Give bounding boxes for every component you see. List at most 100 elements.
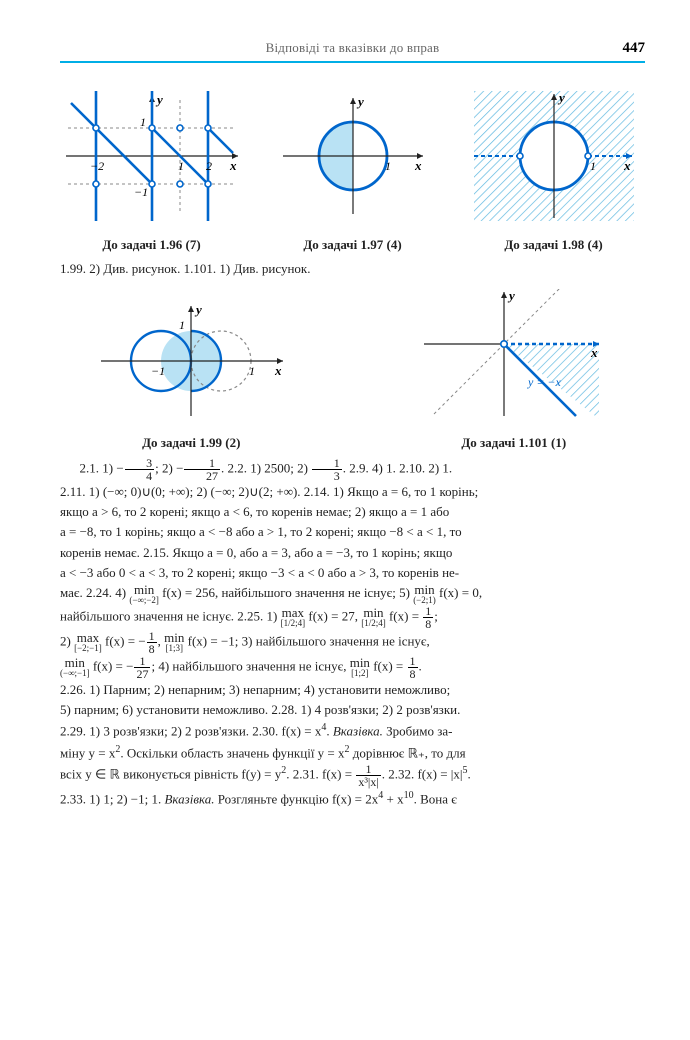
figure-1-98-4: 1 x y До задачі 1.98 (4) bbox=[462, 81, 645, 253]
svg-text:y: y bbox=[356, 94, 364, 109]
figure-1-96-7: −2 1 2 1 −1 x y До задачі 1.96 (7) bbox=[60, 81, 243, 253]
t: 8 bbox=[423, 618, 433, 630]
svg-text:1: 1 bbox=[249, 364, 255, 378]
t: . Оскільки область значень функції y = x bbox=[120, 745, 344, 760]
t: 2.26. 1) Парним; 2) непарним; 3) непарни… bbox=[60, 682, 450, 697]
t: 2.29. 1) 3 розв'язки; 2) 2 розв'язки. 2.… bbox=[60, 723, 321, 738]
t: 27 bbox=[134, 668, 150, 680]
t: f(x) = 27, bbox=[305, 608, 361, 623]
t: 27 bbox=[184, 470, 220, 482]
svg-text:y: y bbox=[557, 90, 565, 105]
svg-text:1: 1 bbox=[179, 318, 185, 332]
t: 2.1. 1) − bbox=[80, 461, 124, 476]
svg-text:x: x bbox=[274, 363, 282, 378]
t: a < −3 або 0 < a < 3, то 2 корені; якщо … bbox=[60, 565, 459, 580]
plot-1-97-4: 1 x y bbox=[268, 81, 438, 231]
svg-text:x: x bbox=[229, 158, 237, 173]
svg-text:1: 1 bbox=[385, 159, 391, 173]
t: 5) парним; 6) установити неможливо. 2.28… bbox=[60, 702, 460, 717]
t: f(x) = 0, bbox=[436, 585, 482, 600]
caption-1-101-1: До задачі 1.101 (1) bbox=[383, 435, 646, 451]
t: Зробимо за- bbox=[383, 723, 453, 738]
t: f(x) = 256, найбільшого значення не існу… bbox=[159, 585, 413, 600]
t: . 2.31. f(x) = bbox=[286, 767, 355, 782]
t: f(x) = bbox=[386, 608, 423, 623]
t: 2) bbox=[60, 633, 74, 648]
t: . Вона є bbox=[414, 791, 457, 806]
svg-text:x: x bbox=[590, 345, 598, 360]
svg-text:−1: −1 bbox=[134, 185, 148, 199]
t: 1 bbox=[134, 655, 150, 668]
t: [1;2] bbox=[350, 669, 370, 678]
svg-text:2: 2 bbox=[206, 159, 212, 173]
caption-1-98-4: До задачі 1.98 (4) bbox=[462, 237, 645, 253]
t: дорівнює ℝ₊, то для bbox=[350, 745, 466, 760]
svg-text:1: 1 bbox=[590, 159, 596, 173]
caption-1-99-2: До задачі 1.99 (2) bbox=[60, 435, 323, 451]
t: 8 bbox=[147, 643, 157, 655]
hint-word: Вказівка. bbox=[164, 791, 214, 806]
t: . 2.2. 1) 2500; 2) bbox=[221, 461, 311, 476]
svg-text:−1: −1 bbox=[151, 364, 165, 378]
svg-text:−2: −2 bbox=[90, 159, 104, 173]
t: має. 2.24. 4) bbox=[60, 585, 129, 600]
page-number: 447 bbox=[605, 40, 645, 57]
t: [1;3] bbox=[164, 644, 184, 653]
figure-row-1: −2 1 2 1 −1 x y До задачі 1.96 (7) bbox=[60, 81, 645, 253]
svg-text:y = −x: y = −x bbox=[527, 375, 562, 389]
t: якщо a > 6, то 2 корені; якщо a < 6, то … bbox=[60, 504, 449, 519]
t: 2.33. 1) 1; 2) −1; 1. bbox=[60, 791, 164, 806]
figure-1-99-2: −1 1 1 x y До задачі 1.99 (2) bbox=[60, 289, 323, 451]
plot-1-98-4: 1 x y bbox=[464, 81, 644, 231]
svg-text:y: y bbox=[194, 302, 202, 317]
answers-body: 2.1. 1) −34; 2) −127. 2.2. 1) 2500; 2) 1… bbox=[60, 457, 645, 809]
header-title: Відповіді та вказівки до вправ bbox=[100, 40, 605, 56]
t: ; bbox=[434, 608, 438, 623]
t: всіх y ∈ ℝ виконується рівність f(y) = y bbox=[60, 767, 281, 782]
text-line-1: 1.99. 2) Див. рисунок. 1.101. 1) Див. ри… bbox=[60, 259, 645, 279]
t: 1 bbox=[408, 655, 418, 668]
t: (−∞;−2] bbox=[129, 596, 159, 605]
plot-1-99-2: −1 1 1 x y bbox=[86, 289, 296, 429]
t: [1/2;4] bbox=[281, 619, 306, 628]
t: 1 bbox=[147, 630, 157, 643]
t: 1 bbox=[423, 605, 433, 618]
figure-1-97-4: 1 x y До задачі 1.97 (4) bbox=[261, 81, 444, 253]
t: x³|x| bbox=[356, 776, 380, 788]
svg-text:y: y bbox=[155, 92, 163, 107]
page-header: Відповіді та вказівки до вправ 447 bbox=[60, 40, 645, 63]
t: 8 bbox=[408, 668, 418, 680]
t: 2.11. 1) (−∞; 0)∪(0; +∞); 2) (−∞; 2)∪(2;… bbox=[60, 484, 478, 499]
plot-1-101-1: x y y = −x bbox=[409, 289, 619, 429]
t: a = −8, то 1 корінь; якщо a < −8 або a >… bbox=[60, 524, 462, 539]
t: . bbox=[419, 658, 422, 673]
t: найбільшого значення не існує. 2.25. 1) bbox=[60, 608, 281, 623]
t: Розгляньте функцію f(x) = 2x bbox=[215, 791, 379, 806]
svg-text:x: x bbox=[623, 158, 631, 173]
plot-1-96-7: −2 1 2 1 −1 x y bbox=[62, 81, 242, 231]
t: 3 bbox=[312, 470, 342, 482]
t: коренів немає. 2.15. Якщо a = 0, або a =… bbox=[60, 545, 452, 560]
t: [−2;−1] bbox=[74, 644, 102, 653]
t: 10 bbox=[404, 790, 414, 801]
t: (−∞;−1] bbox=[60, 669, 90, 678]
figure-row-2: −1 1 1 x y До задачі 1.99 (2) bbox=[60, 289, 645, 451]
t: f(x) = − bbox=[90, 658, 134, 673]
svg-text:y: y bbox=[507, 289, 515, 303]
hint-word: Вказівка. bbox=[333, 723, 383, 738]
t: + x bbox=[383, 791, 403, 806]
t: f(x) = bbox=[370, 658, 407, 673]
t: ; 2) − bbox=[155, 461, 183, 476]
figure-1-101-1: x y y = −x До задачі 1.101 (1) bbox=[383, 289, 646, 451]
t: . bbox=[468, 767, 471, 782]
t: f(x) = −1; 3) найбільшого значення не іс… bbox=[184, 633, 429, 648]
t: f(x) = − bbox=[102, 633, 146, 648]
t: міну y = x bbox=[60, 745, 115, 760]
svg-text:x: x bbox=[414, 158, 422, 173]
t: ; 4) найбільшого значення не існує, bbox=[151, 658, 349, 673]
t: [1/2;4] bbox=[361, 619, 386, 628]
svg-text:1: 1 bbox=[178, 159, 184, 173]
caption-1-96-7: До задачі 1.96 (7) bbox=[60, 237, 243, 253]
svg-text:1: 1 bbox=[140, 115, 146, 129]
t: . 2.32. f(x) = |x| bbox=[382, 767, 463, 782]
